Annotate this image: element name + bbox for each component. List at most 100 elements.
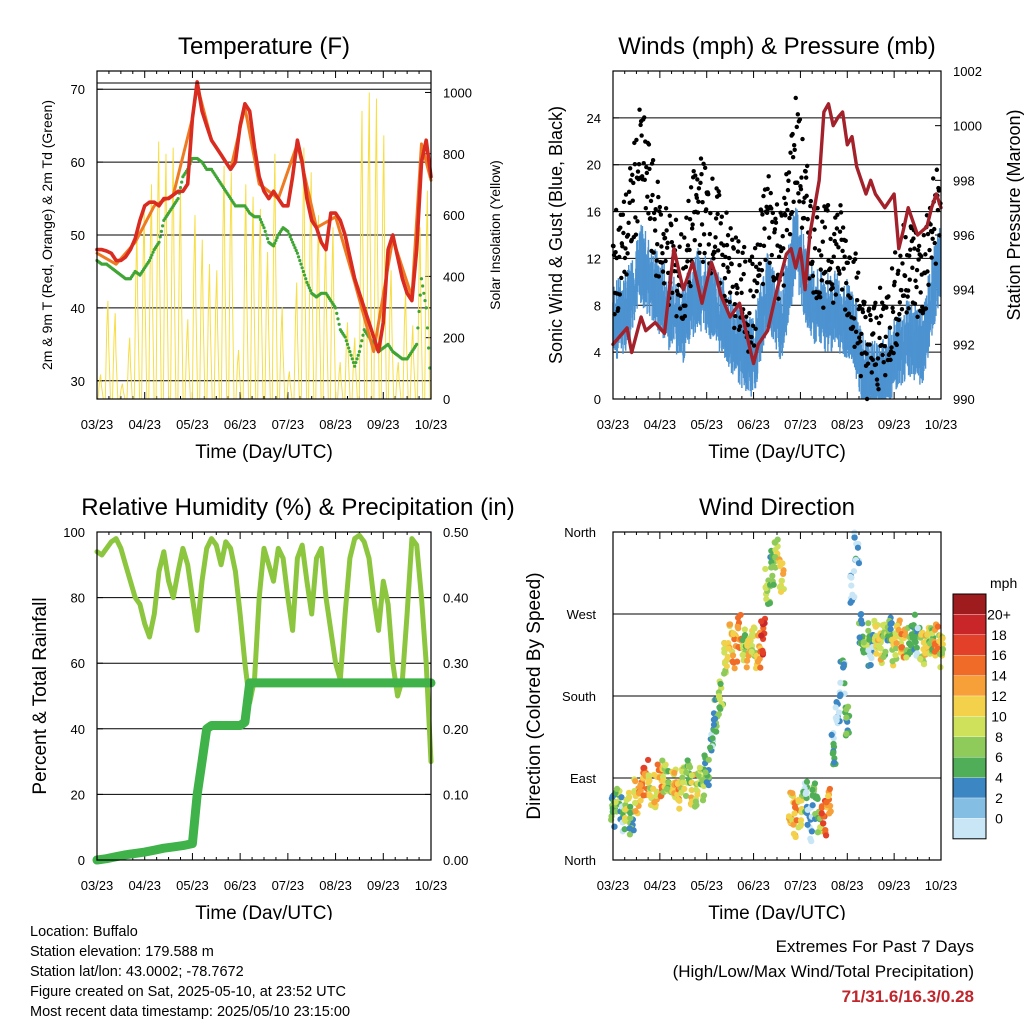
direction-point bbox=[740, 652, 747, 659]
gust-point bbox=[752, 246, 758, 251]
y-tick-label: West bbox=[567, 607, 597, 622]
gust-point bbox=[722, 276, 728, 281]
gust-point bbox=[686, 198, 691, 204]
direction-point bbox=[724, 653, 731, 660]
gust-point bbox=[784, 227, 790, 233]
gust-point bbox=[719, 214, 725, 219]
gust-point bbox=[793, 95, 798, 101]
gust-point bbox=[725, 265, 730, 270]
gust-point bbox=[838, 210, 844, 215]
direction-point bbox=[871, 617, 878, 624]
insolation-line bbox=[351, 337, 358, 400]
gust-point bbox=[715, 248, 721, 253]
dewpoint-point bbox=[180, 180, 184, 184]
dewpoint-point bbox=[351, 360, 356, 365]
direction-point bbox=[705, 782, 712, 789]
station-location: Location: Buffalo bbox=[30, 924, 138, 940]
gust-point bbox=[791, 142, 797, 148]
direction-point bbox=[837, 691, 844, 698]
dewpoint-point bbox=[347, 346, 351, 350]
direction-point bbox=[618, 794, 625, 801]
gust-point bbox=[648, 198, 654, 204]
legend-label: 12 bbox=[991, 688, 1007, 704]
gust-point bbox=[860, 309, 866, 315]
gust-point bbox=[882, 344, 887, 349]
gust-point bbox=[707, 231, 713, 237]
dewpoint-point bbox=[417, 309, 421, 314]
y2-tick-label: 992 bbox=[953, 337, 975, 352]
gust-point bbox=[663, 258, 668, 264]
direction-point bbox=[880, 653, 887, 661]
y-tick-label: 40 bbox=[71, 722, 85, 737]
insolation-line bbox=[329, 227, 337, 400]
direction-point bbox=[645, 756, 652, 764]
dewpoint-point bbox=[288, 235, 292, 239]
direction-point bbox=[751, 625, 758, 632]
direction-point bbox=[938, 650, 945, 657]
direction-point bbox=[637, 782, 644, 789]
gust-point bbox=[780, 234, 785, 239]
direction-point bbox=[808, 828, 816, 835]
insolation-line bbox=[242, 184, 249, 400]
insolation-line bbox=[213, 270, 220, 400]
gust-point bbox=[652, 228, 658, 233]
gust-point bbox=[650, 192, 655, 198]
legend-label: 8 bbox=[995, 729, 1003, 745]
gust-point bbox=[695, 210, 701, 215]
gust-point bbox=[908, 247, 913, 252]
gust-point bbox=[834, 241, 839, 247]
y-tick-label: East bbox=[570, 771, 596, 786]
gust-point bbox=[745, 322, 751, 328]
direction-point bbox=[653, 792, 660, 800]
direction-point bbox=[785, 813, 793, 820]
x-tick-label: 07/23 bbox=[784, 417, 817, 432]
dewpoint-point bbox=[427, 346, 431, 350]
y-tick-label: South bbox=[562, 689, 596, 704]
y-tick-label: 60 bbox=[71, 155, 85, 170]
gust-point bbox=[808, 203, 813, 209]
gust-point bbox=[904, 310, 909, 315]
direction-point bbox=[716, 704, 723, 711]
y-axis-label-right: Station Pressure (Maroon) bbox=[1004, 109, 1024, 320]
direction-point bbox=[748, 631, 756, 638]
dewpoint-point bbox=[293, 246, 297, 250]
legend-swatch bbox=[952, 757, 987, 778]
gust-point bbox=[747, 258, 753, 263]
direction-point bbox=[911, 611, 918, 618]
gust-point bbox=[810, 273, 816, 279]
dewpoint-point bbox=[424, 306, 428, 310]
gust-point bbox=[623, 192, 629, 197]
y2-tick-label: 1002 bbox=[953, 64, 982, 79]
x-tick-label: 03/23 bbox=[597, 417, 630, 432]
direction-point bbox=[934, 623, 942, 630]
direction-point bbox=[715, 711, 722, 718]
direction-point bbox=[744, 657, 751, 664]
gust-point bbox=[835, 212, 840, 218]
x-tick-label: 07/23 bbox=[272, 878, 305, 893]
x-axis-label: Time (Day/UTC) bbox=[195, 903, 333, 920]
direction-point bbox=[645, 772, 652, 779]
gust-point bbox=[858, 339, 863, 344]
y-tick-label: 0 bbox=[78, 853, 85, 868]
direction-point bbox=[887, 626, 894, 633]
direction-point bbox=[893, 645, 900, 652]
gust-point bbox=[657, 209, 662, 214]
gust-point bbox=[729, 261, 734, 267]
dewpoint-point bbox=[294, 248, 298, 253]
dewpoint-point bbox=[357, 350, 362, 354]
gust-point bbox=[631, 180, 636, 186]
direction-point bbox=[651, 799, 658, 806]
gust-point bbox=[735, 249, 741, 254]
dewpoint-point bbox=[296, 255, 301, 259]
direction-point bbox=[675, 796, 682, 803]
gust-point bbox=[871, 331, 876, 336]
x-tick-label: 05/23 bbox=[176, 878, 209, 893]
gust-point bbox=[873, 300, 878, 306]
gust-point bbox=[676, 282, 681, 288]
gust-point bbox=[915, 314, 920, 320]
gust-point bbox=[645, 194, 650, 199]
gust-point bbox=[711, 256, 716, 261]
gust-point bbox=[907, 277, 912, 282]
y-tick-label: 100 bbox=[63, 525, 85, 540]
direction-point bbox=[877, 645, 884, 652]
